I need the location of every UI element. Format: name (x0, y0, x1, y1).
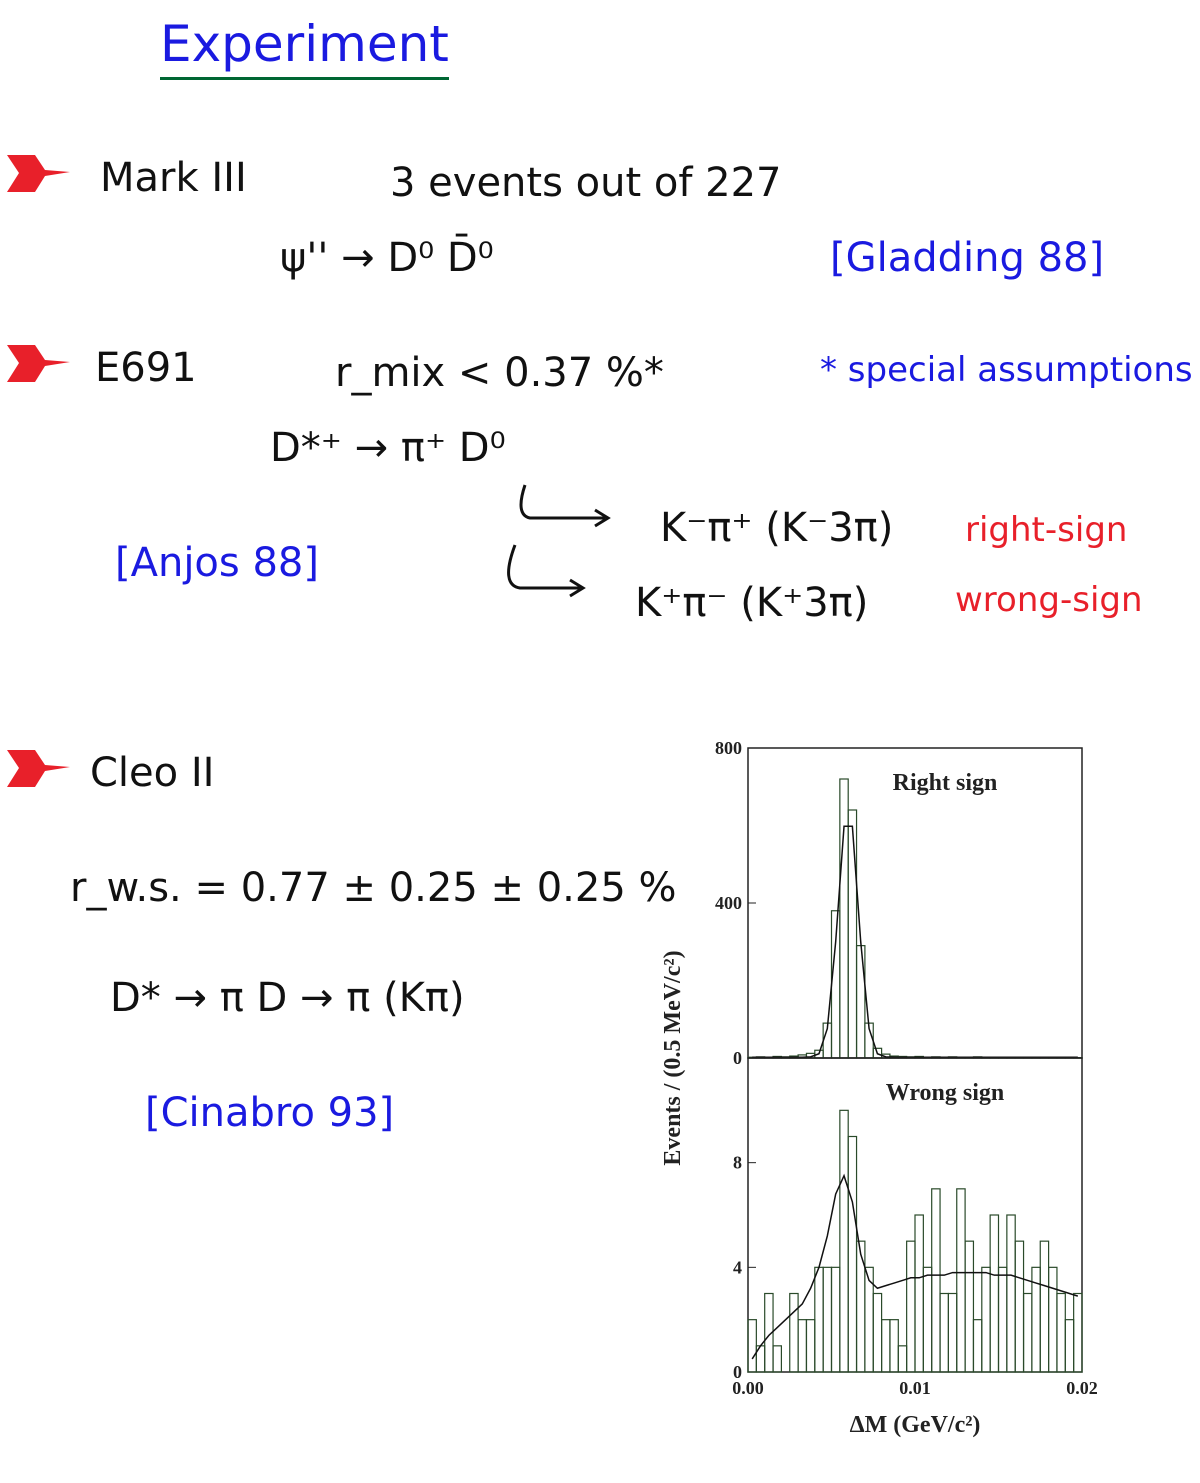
histogram-bin (1039, 1240, 1050, 1373)
histogram-bin (830, 1266, 841, 1373)
histogram-bin (939, 1292, 949, 1373)
histogram-bin (789, 1292, 799, 1373)
histogram-bin (989, 1214, 1000, 1373)
reference: [Gladding 88] (830, 235, 1105, 281)
panel-title: Right sign (893, 770, 998, 796)
fit-curve (751, 1173, 1079, 1360)
histogram-bin (1048, 1266, 1058, 1373)
histogram-bin (1073, 1292, 1083, 1373)
histogram-bin (956, 1188, 966, 1373)
x-tick-label: 0.01 (899, 1378, 931, 1398)
bullet (7, 750, 70, 787)
histogram-bin (747, 1319, 757, 1373)
arrows (507, 484, 611, 598)
y-tick-label: 4 (733, 1257, 742, 1277)
histogram-bin (1006, 1214, 1016, 1373)
histogram-bin (1056, 1292, 1066, 1373)
histogram-bin (847, 809, 858, 1059)
item-result: r_mix < 0.37 %* (335, 350, 664, 396)
histogram-bin (855, 1240, 866, 1373)
histogram-bin (897, 1345, 908, 1373)
histogram-bin (764, 1292, 774, 1373)
item-result: 3 events out of 227 (390, 160, 782, 206)
histogram-bin (847, 1135, 858, 1373)
note: * special assumptions (820, 350, 1193, 390)
histogram-bin (772, 1345, 783, 1373)
x-tick-label: 0.00 (732, 1378, 764, 1398)
fit-curve (752, 825, 1078, 1058)
decay-mode: K⁺π⁻ (K⁺3π) (635, 580, 869, 626)
histogram-bin (1064, 1319, 1075, 1373)
histogram-bin (931, 1188, 941, 1373)
histogram-bin (997, 1266, 1008, 1373)
decay-label: right-sign (965, 510, 1128, 550)
histogram-bin (1014, 1240, 1025, 1373)
histogram-bin (855, 945, 866, 1059)
histogram-bin (972, 1319, 983, 1373)
histogram-bin (814, 1266, 824, 1373)
histogram-bin (1022, 1292, 1033, 1373)
histogram-bin (822, 1266, 833, 1373)
decay-mode: K⁻π⁺ (K⁻3π) (660, 505, 894, 551)
chart: 0 400 800 Right sign Events / (0.5 MeV/c²) 0 4… (660, 738, 1098, 1438)
histogram-bin (906, 1240, 916, 1373)
y-tick-label: 800 (715, 738, 742, 758)
y-axis-label: Events / (0.5 MeV/c²) (660, 950, 686, 1165)
histogram-bin (964, 1240, 975, 1373)
item-process: D*⁺ → π⁺ D⁰ (270, 425, 506, 471)
item-name: Mark III (100, 155, 247, 201)
bullet (7, 155, 70, 192)
histogram-bin (914, 1214, 924, 1373)
histogram-bin (805, 1319, 816, 1373)
decay-label: wrong-sign (955, 580, 1143, 620)
y-tick-label: 0 (733, 1048, 742, 1068)
histogram-bin (922, 1266, 933, 1373)
reference: [Anjos 88] (115, 540, 319, 586)
item-result: r_w.s. = 0.77 ± 0.25 ± 0.25 % (70, 865, 677, 911)
histogram-bin (872, 1292, 883, 1373)
histogram-bin (839, 778, 849, 1059)
item-process: ψ'' → D⁰ D̄⁰ (280, 235, 494, 281)
title: Experiment (160, 15, 449, 80)
histogram-bin (889, 1319, 899, 1373)
histogram-bin (981, 1266, 991, 1373)
x-axis-label: ΔM (GeV/c²) (850, 1412, 981, 1438)
item-name: E691 (95, 345, 197, 391)
histogram-bin (797, 1319, 808, 1373)
item-process: D* → π D → π (Kπ) (110, 975, 465, 1021)
x-tick-label: 0.02 (1066, 1378, 1098, 1398)
y-tick-label: 400 (715, 893, 742, 913)
histogram-bin (839, 1109, 849, 1373)
histogram-bin (947, 1292, 958, 1373)
bullet (7, 345, 70, 382)
y-tick-label: 8 (733, 1153, 742, 1173)
item-name: Cleo II (90, 750, 215, 796)
histogram-bin (881, 1319, 891, 1373)
y-tick-label: 0 (733, 1362, 742, 1382)
panel-title: Wrong sign (886, 1080, 1005, 1106)
reference: [Cinabro 93] (145, 1090, 395, 1136)
